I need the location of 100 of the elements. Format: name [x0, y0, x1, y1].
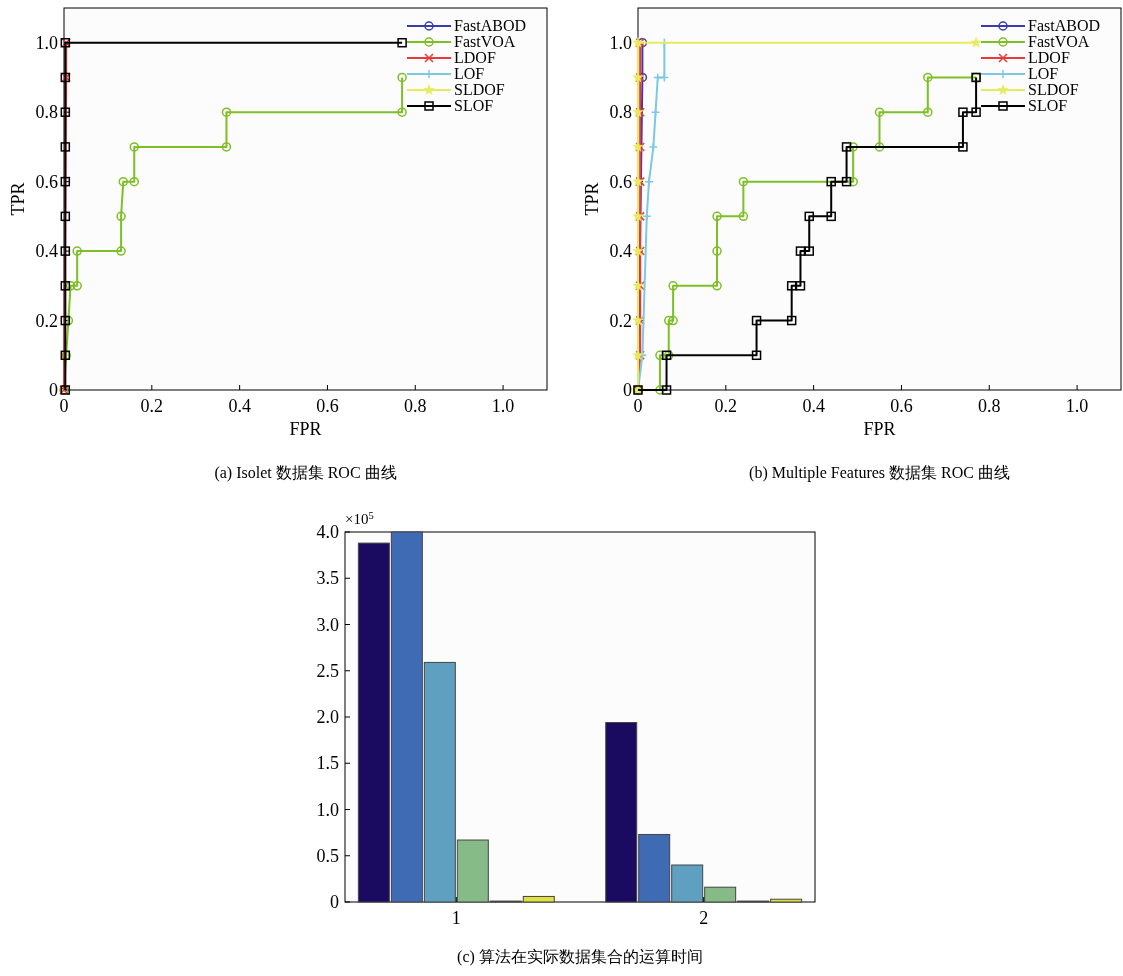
y-tick-label: 0.8: [35, 102, 58, 123]
legend-label: SLOF: [454, 97, 494, 114]
point: [841, 176, 852, 187]
y-tick-label: 0.2: [35, 310, 58, 331]
point: [712, 211, 722, 222]
point: [397, 107, 407, 117]
legend-label: FastVOA: [1028, 33, 1090, 50]
point: [397, 37, 407, 48]
x-tick-label: 0.8: [978, 396, 1001, 416]
y-tick-label: 0.8: [609, 102, 632, 123]
point: [221, 142, 232, 152]
legend-label: FastVOA: [454, 33, 516, 50]
point: [72, 281, 82, 291]
y-tick-label: 0.6: [609, 171, 632, 192]
x-tick-label: 0.8: [404, 396, 427, 416]
point: [712, 246, 722, 256]
point: [668, 281, 678, 291]
x-tick-label: 1: [451, 908, 461, 928]
x-tick-label: 0.2: [714, 396, 738, 416]
x-tick-label: 1.0: [491, 396, 515, 416]
legend-label: LOF: [1028, 65, 1059, 82]
point: [923, 72, 933, 83]
point: [655, 385, 665, 395]
point: [397, 72, 407, 83]
point: [60, 211, 71, 222]
point: [738, 176, 749, 187]
y-tick-label: 0.2: [609, 310, 632, 331]
y-tick-label: 0.4: [35, 241, 58, 262]
point: [786, 281, 797, 291]
y-tick-label: 1.0: [316, 799, 339, 820]
text: (a) Isolet 数据集 ROC 曲线: [214, 464, 397, 482]
point: [116, 211, 126, 222]
point: [848, 176, 858, 187]
point: [648, 142, 659, 152]
point: [738, 211, 749, 222]
point: [712, 281, 722, 291]
point: [874, 107, 885, 117]
legend-label: SLOF: [1028, 97, 1068, 114]
point: [644, 176, 654, 187]
legend-label: FastABOD: [1028, 17, 1101, 34]
y-tick-label: 0.5: [316, 845, 339, 866]
text: (c) 算法在实际数据集合的运算时间: [457, 948, 703, 966]
point: [795, 281, 806, 291]
x-tick-label: 0.4: [228, 396, 251, 416]
point: [848, 142, 858, 152]
point: [60, 107, 71, 117]
y-axis-title: TPR: [8, 182, 28, 216]
point: [874, 142, 885, 152]
point: [650, 107, 661, 117]
x-tick-label: 0.4: [802, 396, 825, 416]
point: [72, 246, 82, 256]
x-tick-label: 0.6: [890, 396, 913, 416]
y-tick-label: 3.5: [316, 568, 339, 589]
x-axis-title: FPR: [863, 419, 896, 439]
legend-label: LOF: [454, 65, 485, 82]
point: [751, 315, 762, 326]
point: [804, 211, 814, 222]
y-tick-label: 1.0: [609, 32, 632, 53]
point: [668, 315, 678, 326]
point: [826, 211, 836, 222]
point: [221, 107, 232, 117]
text: ×10$^{5}$: [345, 509, 374, 527]
point: [826, 176, 836, 187]
point: [795, 246, 806, 256]
legend-label: LDOF: [454, 49, 496, 66]
y-tick-label: 4.0: [316, 522, 339, 542]
point: [841, 142, 852, 152]
x-tick-label: 1.0: [1065, 396, 1089, 416]
point: [751, 350, 762, 361]
point: [804, 246, 814, 256]
legend-label: SLDOF: [454, 81, 505, 98]
point: [661, 385, 672, 395]
y-tick-label: 3.0: [316, 614, 339, 635]
y-tick-label: 0: [330, 892, 339, 912]
point: [970, 36, 982, 48]
y-tick-label: 0: [49, 380, 58, 400]
y-tick-label: 0.6: [35, 171, 58, 192]
y-tick-label: 0: [623, 380, 632, 400]
point: [129, 176, 139, 187]
x-tick-label: 0.2: [140, 396, 164, 416]
y-tick-label: 1.5: [316, 753, 339, 774]
point: [958, 107, 968, 117]
legend-label: LDOF: [1028, 49, 1070, 66]
point: [655, 350, 665, 361]
point: [958, 142, 968, 152]
point: [118, 176, 129, 187]
point: [116, 246, 126, 256]
point: [65, 281, 76, 291]
point: [971, 107, 981, 117]
point: [60, 281, 71, 291]
point: [129, 142, 139, 152]
legend-label: SLDOF: [1028, 81, 1079, 98]
y-tick-label: 1.0: [35, 32, 58, 53]
point: [663, 315, 674, 326]
legend-label: FastABOD: [454, 17, 527, 34]
point: [923, 107, 933, 117]
y-tick-label: 0.4: [609, 241, 632, 262]
y-tick-label: 2.0: [316, 707, 339, 727]
x-axis-title: FPR: [289, 419, 322, 439]
point: [786, 315, 797, 326]
